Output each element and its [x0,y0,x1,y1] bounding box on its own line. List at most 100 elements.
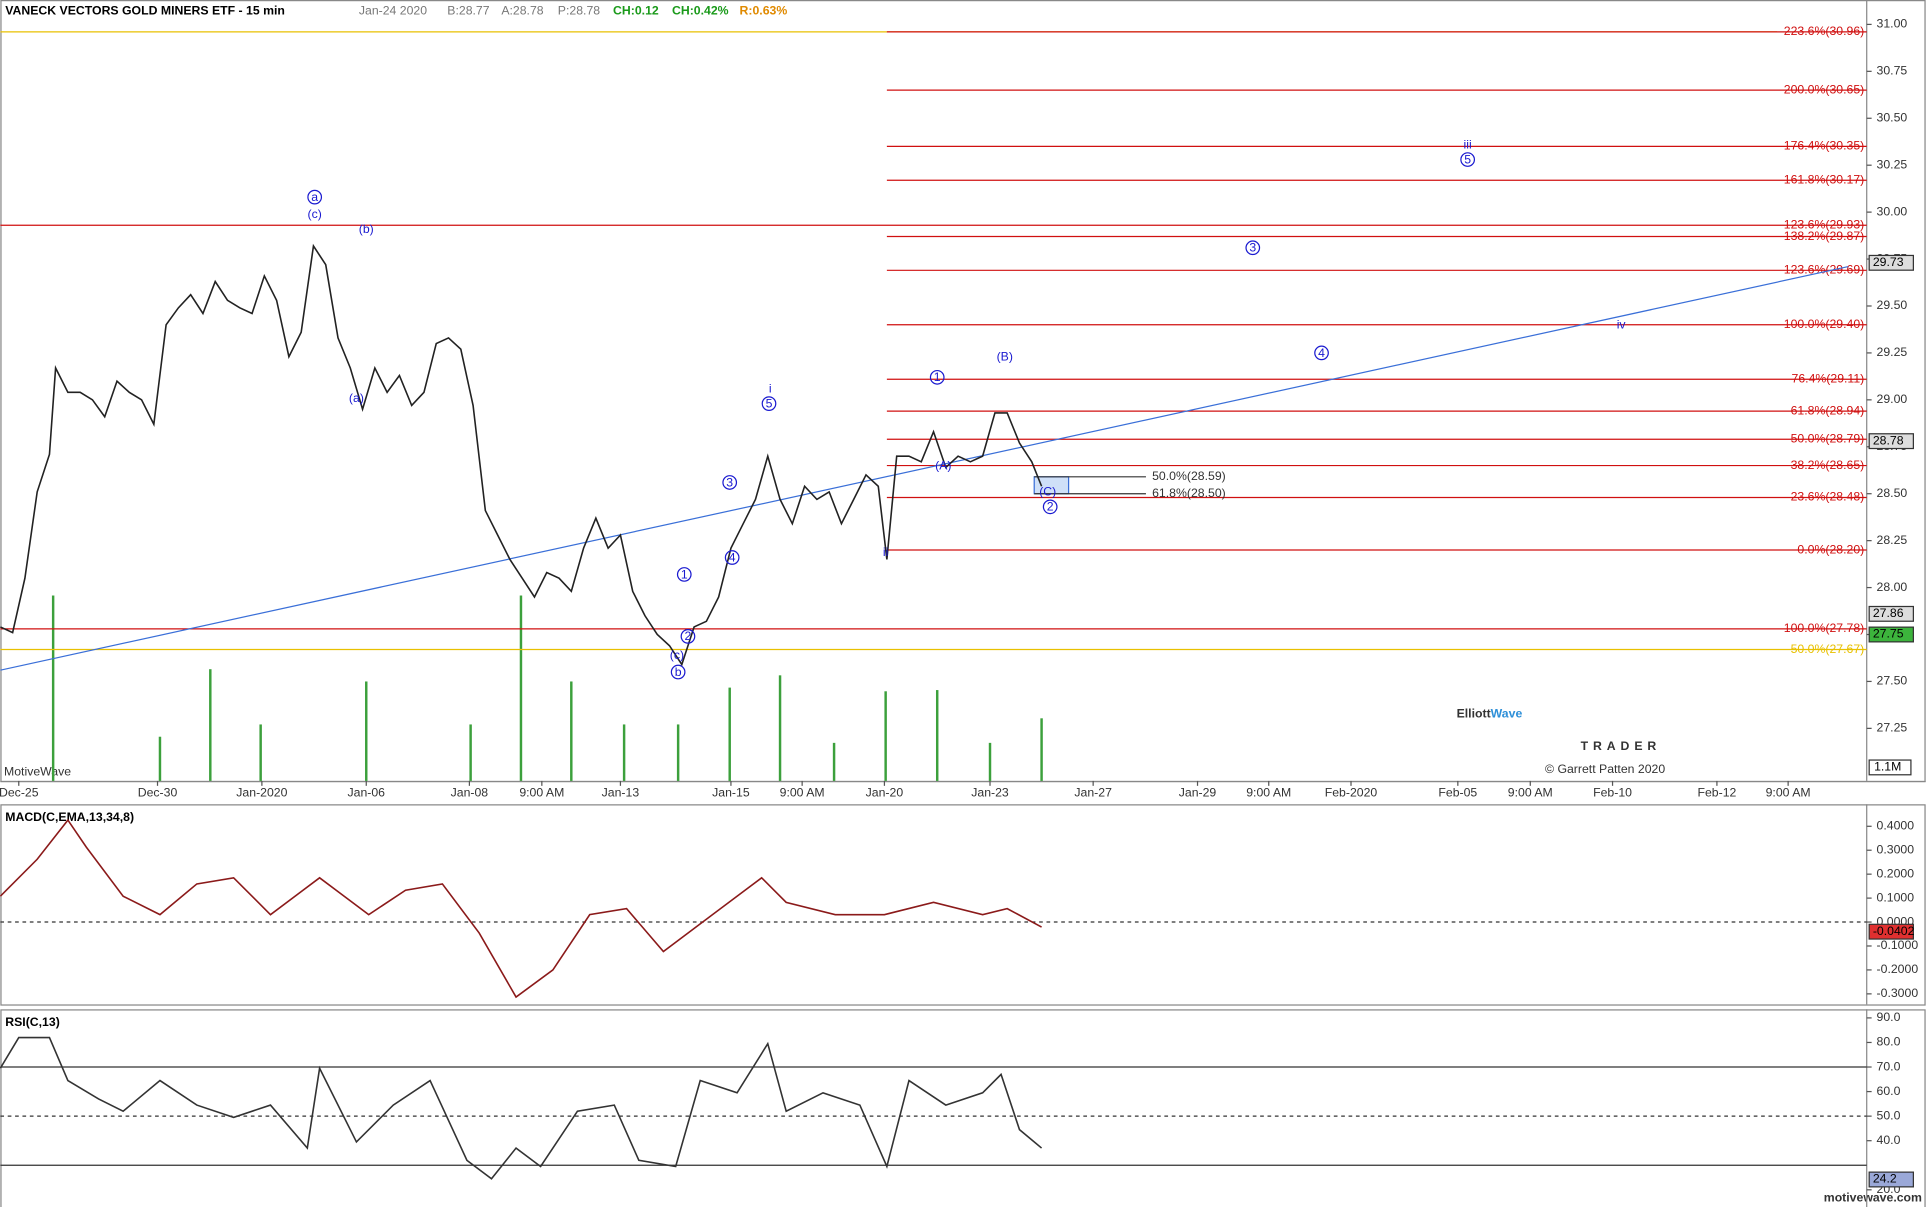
price-badge-label: 27.75 [1873,627,1904,641]
x-tick-label: Feb-05 [1438,785,1477,799]
fib-label: 161.8%(30.17) [1784,172,1864,186]
volume-bar [1040,718,1043,781]
header-ask: A:28.78 [501,3,543,17]
wave-label: 1 [681,567,688,581]
wave-circle [1042,499,1058,515]
fib-label: 100.0%(27.78) [1784,621,1864,635]
header-bid: B:28.77 [447,3,489,17]
wave-label: 1 [934,370,941,384]
volume-bar [988,742,992,781]
volume-bar [259,724,262,781]
price-badge-label: 29.73 [1873,255,1904,269]
x-tick-label: Jan-2020 [236,785,287,799]
wave-label: ii [883,545,888,559]
panel-frame [0,804,1926,1006]
volume-bar [469,724,472,781]
series-line [0,243,1043,667]
wave-circle [724,550,740,565]
volume-bar [884,691,887,781]
wave-circle [307,189,323,205]
header-range: R:0.63% [740,3,788,17]
y-tick-label: 29.25 [1877,345,1908,359]
watermark: MotiveWave [4,765,71,779]
wave-label: 2 [685,629,692,643]
x-tick-label: Feb-10 [1593,785,1632,799]
wave-circle [722,475,738,490]
y-tick-label: -0.2000 [1877,962,1919,976]
wave-label: 5 [1464,152,1471,166]
panel-title: RSI(C,13) [5,1015,60,1029]
y-tick-label: 50.0 [1877,1108,1901,1122]
y-tick-label: 28.25 [1877,533,1908,547]
wave-label: (A) [935,458,951,472]
wave-circle [680,629,696,644]
header-change: CH:0.12 [613,3,659,17]
wave-label: 3 [726,475,733,489]
header-date: Jan-24 2020 [359,3,427,17]
fib-label: 38.2%(28.65) [1791,458,1865,472]
logo: ElliottWave TRADER © Garrett Patten 2020 [1457,707,1666,776]
y-tick-label: 0.4000 [1877,819,1915,833]
wave-label: i [769,381,772,395]
x-tick-label: 9:00 AM [1508,785,1553,799]
x-tick-label: 9:00 AM [1766,785,1811,799]
volume-bar [365,681,368,781]
wave-circle [929,369,945,385]
wave-label: (C) [1039,485,1056,499]
y-tick-label: 0.2000 [1877,866,1915,880]
x-tick-label: Jan-08 [451,785,489,799]
logo-name-a: Elliott [1457,707,1491,721]
fib-label: 100.0%(29.40) [1784,317,1864,331]
logo-credit: © Garrett Patten 2020 [1545,762,1665,776]
panel-title: MACD(C,EMA,13,34,8) [5,810,134,824]
fib-label: 23.6%(28.48) [1791,490,1865,504]
y-tick-label: 28.00 [1877,580,1908,594]
wave-circle [1460,152,1476,167]
fib-label: 123.6%(29.93) [1784,218,1864,232]
volume-bar [570,681,573,781]
wave-label: (a) [349,391,364,405]
volume-bar [676,724,680,781]
fib-label: 0.0%(28.20) [1797,542,1864,556]
fib-label: 76.4%(29.11) [1792,371,1865,385]
wave-circle [1314,345,1329,361]
x-tick-label: Dec-30 [138,785,178,799]
wave-label: 5 [766,396,773,410]
price-badge-label: 28.78 [1873,433,1904,447]
wave-label: 3 [1249,241,1256,255]
fib-label: 176.4%(30.35) [1784,139,1864,153]
x-tick-label: Feb-12 [1697,785,1736,799]
volume-badge [1868,759,1912,776]
price-badge [1868,254,1914,271]
volume-bar [622,724,626,781]
series-line [0,818,1042,999]
wave-label: 4 [729,550,736,564]
retrace-label: 50.0%(28.59) [1152,469,1226,483]
header-change-pct: CH:0.42% [672,3,729,17]
wave-circle [761,396,777,411]
y-tick-label: 70.0 [1877,1059,1901,1073]
y-tick-label: 30.50 [1877,110,1908,124]
chart-title: VANECK VECTORS GOLD MINERS ETF - 15 min [5,3,285,17]
volume-bar [832,742,836,781]
price-badge [1868,1171,1914,1188]
wave-label: iii [1464,137,1472,151]
y-tick-label: 30.00 [1877,204,1908,218]
y-tick-label: 29.50 [1877,298,1908,312]
y-tick-label: 90.0 [1877,1010,1901,1024]
price-badge [1868,626,1914,643]
y-tick-label: 28.50 [1877,486,1908,500]
x-tick-label: Feb-2020 [1325,785,1378,799]
volume-bar [778,675,782,781]
wave-circle [670,664,686,680]
price-badge [1868,433,1914,450]
fib-label: 223.6%(30.96) [1784,24,1864,38]
price-badge-label: 24.2 [1873,1172,1897,1186]
wave-label: 2 [1047,500,1054,514]
fib-label: 138.2%(29.87) [1784,229,1864,243]
fib-label: 50.0%(27.67) [1791,642,1865,656]
wave-circle [1245,240,1261,256]
series-line [0,1036,1043,1180]
